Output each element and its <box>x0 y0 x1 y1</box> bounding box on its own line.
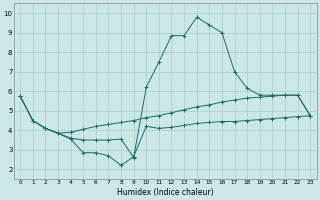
X-axis label: Humidex (Indice chaleur): Humidex (Indice chaleur) <box>117 188 213 197</box>
